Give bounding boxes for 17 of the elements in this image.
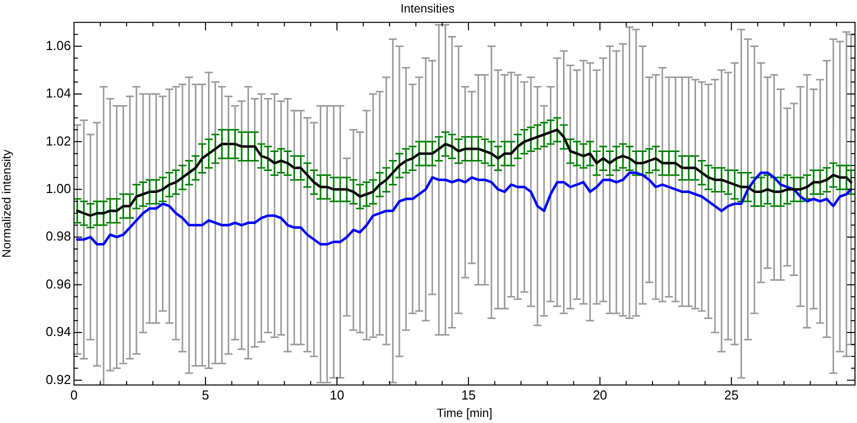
y-tick-label: 1.04	[46, 86, 71, 101]
y-tick-label: 0.98	[46, 228, 71, 244]
x-axis-title: Time [min]	[436, 406, 492, 420]
y-tick-label: 1.06	[46, 38, 71, 53]
y-tick-label: 1.02	[46, 133, 71, 148]
y-tick-label: 0.92	[46, 372, 71, 387]
x-tick-label: 5	[202, 387, 210, 402]
x-tick-label: 0	[70, 387, 78, 402]
y-tick-label: 0.94	[46, 324, 71, 340]
x-tick-label: 10	[330, 387, 344, 402]
y-tick-label: 1.00	[46, 180, 71, 196]
x-tick-label: 15	[461, 387, 476, 402]
chart-title: Intensities	[400, 2, 455, 16]
x-tick-label: 20	[592, 387, 608, 402]
y-tick-label: 0.96	[46, 276, 71, 292]
y-axis-title: Normalized intensity	[0, 150, 14, 258]
x-tick-label: 25	[724, 387, 739, 402]
